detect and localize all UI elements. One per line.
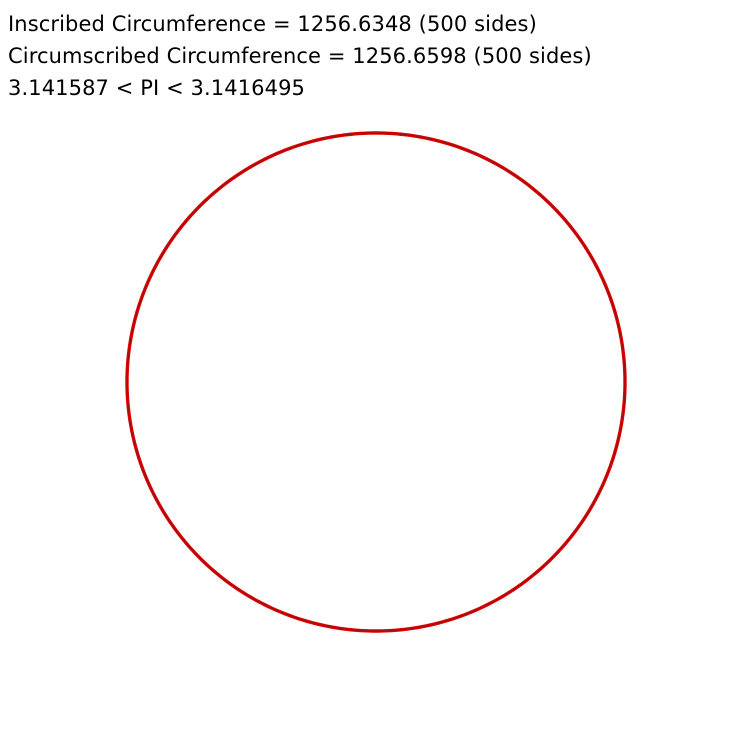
pi-bounds-text: 3.141587 < PI < 3.1416495 <box>8 76 306 100</box>
circumscribed-polygon <box>125 131 627 633</box>
inscribed-circumference-text: Inscribed Circumference = 1256.6348 (500… <box>8 12 537 36</box>
circumscribed-circumference-text: Circumscribed Circumference = 1256.6598 … <box>8 44 592 68</box>
inscribed-polygon <box>126 132 626 632</box>
pi-approximation-readout: Inscribed Circumference = 1256.6348 (500… <box>8 8 592 104</box>
